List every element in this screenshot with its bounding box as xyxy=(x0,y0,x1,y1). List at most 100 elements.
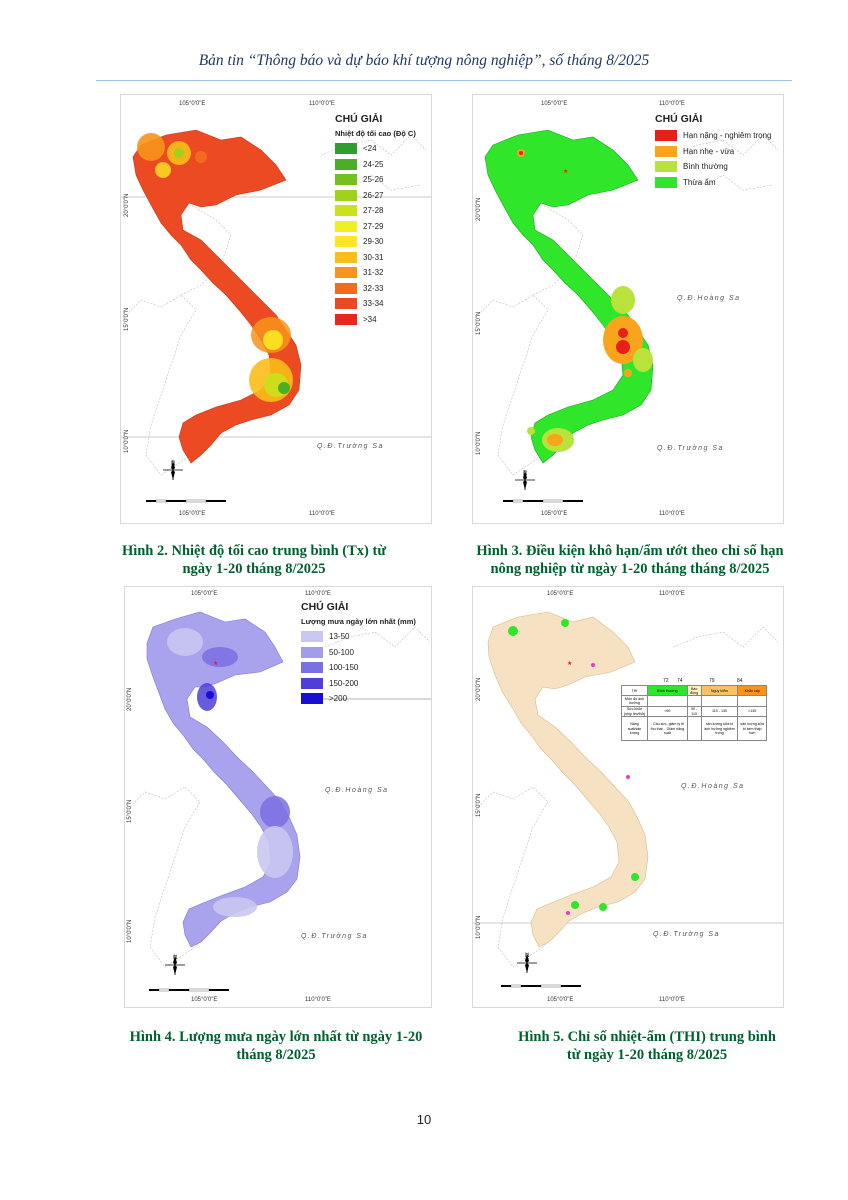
caption-line-2: từ ngày 1-20 tháng 8/2025 xyxy=(566,1047,728,1063)
legend-swatch xyxy=(655,176,677,188)
page-number: 10 xyxy=(416,1112,432,1127)
page-header: Bản tin “Thông báo và dự báo khí tượng n… xyxy=(198,52,650,69)
lat-label-15: 15°0'0"N xyxy=(127,799,133,823)
thi-scale-tick: 84 xyxy=(737,678,743,684)
thi-table-header-cell: Nguy hiểm xyxy=(700,684,739,697)
thi-table-cell xyxy=(686,716,702,742)
legend-swatch xyxy=(335,251,357,263)
thi-table-header-cell: THI xyxy=(620,684,649,697)
legend-swatch xyxy=(335,267,357,279)
scale-bar xyxy=(503,499,583,503)
figure-2-caption: Hình 2. Nhiệt độ tối cao trung bình (Tx)… xyxy=(96,542,412,578)
thi-table-cell xyxy=(700,695,739,707)
thi-table-cell xyxy=(647,695,688,707)
figure-2-map-panel: TP. Đà Nẵng 105°0'0"E 110°0'0"E 105°0'0"… xyxy=(120,94,432,524)
legend-item: 25-26 xyxy=(335,172,416,188)
north-label: N xyxy=(525,953,530,959)
lon-label-a-bottom: 105°0'0"E xyxy=(191,997,218,1003)
scale-bar xyxy=(149,988,229,992)
legend-item: Thừa ẩm xyxy=(655,175,772,191)
legend-label: 32-33 xyxy=(363,283,384,293)
svg-text:★: ★ xyxy=(567,660,572,667)
scale-bar xyxy=(501,984,581,988)
north-arrow xyxy=(165,955,185,975)
legend-label: 30-31 xyxy=(363,252,384,262)
legend-label: 27-29 xyxy=(363,221,384,231)
legend-subtitle: Lượng mưa ngày lớn nhất (mm) xyxy=(301,617,416,626)
north-arrow xyxy=(163,460,183,480)
figure-4-legend: CHÚ GIẢI Lượng mưa ngày lớn nhất (mm) 13… xyxy=(301,601,416,707)
legend-item: 29-30 xyxy=(335,234,416,250)
thi-table-cell: 110 - 130 xyxy=(700,705,739,718)
legend-swatch xyxy=(335,158,357,170)
legend-swatch xyxy=(655,145,677,157)
legend-label: 100-150 xyxy=(329,663,359,673)
lon-label-b: 110°0'0"E xyxy=(309,101,335,107)
lon-label-a: 105°0'0"E xyxy=(179,101,206,107)
legend-label: 27-28 xyxy=(363,206,384,216)
legend-swatch xyxy=(301,677,323,689)
thi-table-cell: Năng suất/sản lượng xyxy=(620,716,649,742)
legend-label: 24-25 xyxy=(363,159,384,169)
lat-label-10: 10°0'0"N xyxy=(124,429,130,453)
legend-item: >200 xyxy=(301,691,416,707)
place-hoang-sa: Q.Đ.Hoàng Sa xyxy=(681,783,745,790)
thi-scale-tick: 79 xyxy=(709,678,715,684)
lon-label-b-bottom: 110°0'0"E xyxy=(309,511,335,517)
caption-line-1: Hình 5. Chỉ số nhiệt-ẩm (THI) trung bình xyxy=(518,1029,776,1045)
figure-2-legend: CHÚ GIẢI Nhiệt độ tối cao (Độ C) <24 24-2… xyxy=(335,113,416,327)
thi-table-cell xyxy=(686,695,702,707)
legend-item: 30-31 xyxy=(335,250,416,266)
legend-items: <24 24-25 25-26 26-27 27-28 27-29 29-30 30-31 31… xyxy=(335,141,416,327)
svg-text:★: ★ xyxy=(213,660,218,667)
legend-swatch xyxy=(335,298,357,310)
thi-table-header-row: THI Bình thường Báo động Nguy hiểm Khẩn cấp xyxy=(620,684,767,697)
lat-label-10: 10°0'0"N xyxy=(476,915,482,939)
legend-label: >200 xyxy=(329,694,348,704)
lat-label-10: 10°0'0"N xyxy=(476,431,482,455)
lon-label-b-bottom: 110°0'0"E xyxy=(305,997,331,1003)
caption-line-1: Hình 3. Điều kiện khô hạn/ẩm ướt theo ch… xyxy=(476,543,784,559)
legend-label: <24 xyxy=(363,144,377,154)
legend-swatch xyxy=(301,662,323,674)
lon-label-a-bottom: 105°0'0"E xyxy=(179,511,206,517)
legend-item: 33-34 xyxy=(335,296,416,312)
vietnam-map-shape xyxy=(487,611,649,948)
north-label: N xyxy=(173,955,178,961)
place-hoang-sa: Q.Đ.Hoàng Sa xyxy=(677,295,741,302)
lon-label-b: 110°0'0"E xyxy=(659,101,685,107)
thi-table-cell: <90 xyxy=(647,705,688,718)
lon-label-a-bottom: 105°0'0"E xyxy=(547,997,574,1003)
legend-label: Hạn nặng - nghiêm trọng xyxy=(683,131,772,141)
figure-5-map: ★ xyxy=(473,611,783,988)
legend-label: >34 xyxy=(363,314,377,324)
north-label: N xyxy=(523,471,528,477)
legend-swatch xyxy=(335,143,357,155)
place-truong-sa: Q.Đ.Trường Sa xyxy=(657,445,724,452)
legend-label: 33-34 xyxy=(363,299,384,309)
thi-table-row: Năng suất/sản lượng - Cầu sức, giảm tỷ lệ… xyxy=(620,716,767,742)
legend-item: Hạn nhẹ - vừa xyxy=(655,144,772,160)
lon-label-a: 105°0'0"E xyxy=(547,591,574,597)
legend-item: 26-27 xyxy=(335,188,416,204)
legend-swatch xyxy=(301,646,323,658)
legend-item: <24 xyxy=(335,141,416,157)
legend-item: >34 xyxy=(335,312,416,328)
legend-item: 50-100 xyxy=(301,645,416,661)
legend-swatch xyxy=(335,313,357,325)
lon-label-b-bottom: 110°0'0"E xyxy=(659,997,685,1003)
thi-table-cell: >130 xyxy=(737,705,767,718)
north-arrow xyxy=(515,470,535,490)
legend-label: 150-200 xyxy=(329,678,359,688)
thi-table-row: Mức độ ảnh hưởng xyxy=(620,695,767,707)
caption-line-2: ngày 1-20 tháng 8/2025 xyxy=(182,561,326,577)
lon-label-a-bottom: 105°0'0"E xyxy=(541,511,568,517)
lon-label-a: 105°0'0"E xyxy=(191,591,218,597)
legend-item: 32-33 xyxy=(335,281,416,297)
thi-table-header-cell: Bình thường xyxy=(647,684,688,697)
vietnam-map-shape xyxy=(132,129,302,464)
lat-label-15: 15°0'0"N xyxy=(476,311,482,335)
thi-table-cell: Mức độ ảnh hưởng xyxy=(620,695,649,707)
vietnam-map-shape xyxy=(484,129,654,464)
header-divider xyxy=(96,80,792,81)
